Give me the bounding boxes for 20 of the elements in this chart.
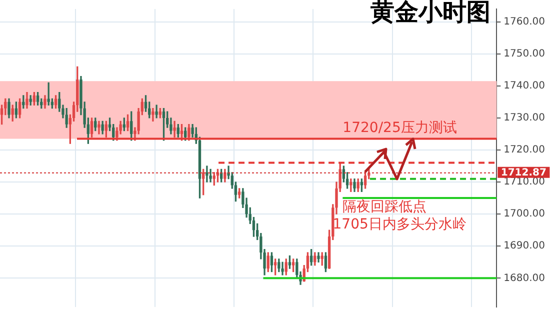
candlestick — [152, 108, 154, 122]
annotation: 1720/25压力测试 — [342, 120, 457, 136]
candlestick — [281, 262, 284, 276]
candlestick — [173, 120, 176, 138]
y-tick-label: 1710.00 — [504, 176, 546, 188]
chart-title: 黄金小时图 — [370, 0, 491, 26]
candlestick — [206, 166, 208, 182]
y-tick-label: 1740.00 — [504, 80, 546, 92]
candlestick — [98, 120, 100, 134]
y-tick-label: 1750.00 — [504, 48, 546, 60]
candlestick — [155, 104, 158, 118]
annotation: 隔夜回踩低点 — [342, 198, 427, 215]
y-tick-label: 1760.00 — [504, 16, 546, 28]
ref-line-label: 1712.87 — [500, 167, 546, 178]
annotation: 1705日内多头分水岭 — [332, 216, 466, 233]
y-tick-label: 1690.00 — [504, 240, 546, 252]
y-tick-label: 1700.00 — [504, 208, 546, 220]
y-tick-label: 1730.00 — [504, 112, 546, 124]
y-tick-label: 1720.00 — [504, 144, 546, 156]
y-tick-label: 1680.00 — [504, 272, 546, 284]
